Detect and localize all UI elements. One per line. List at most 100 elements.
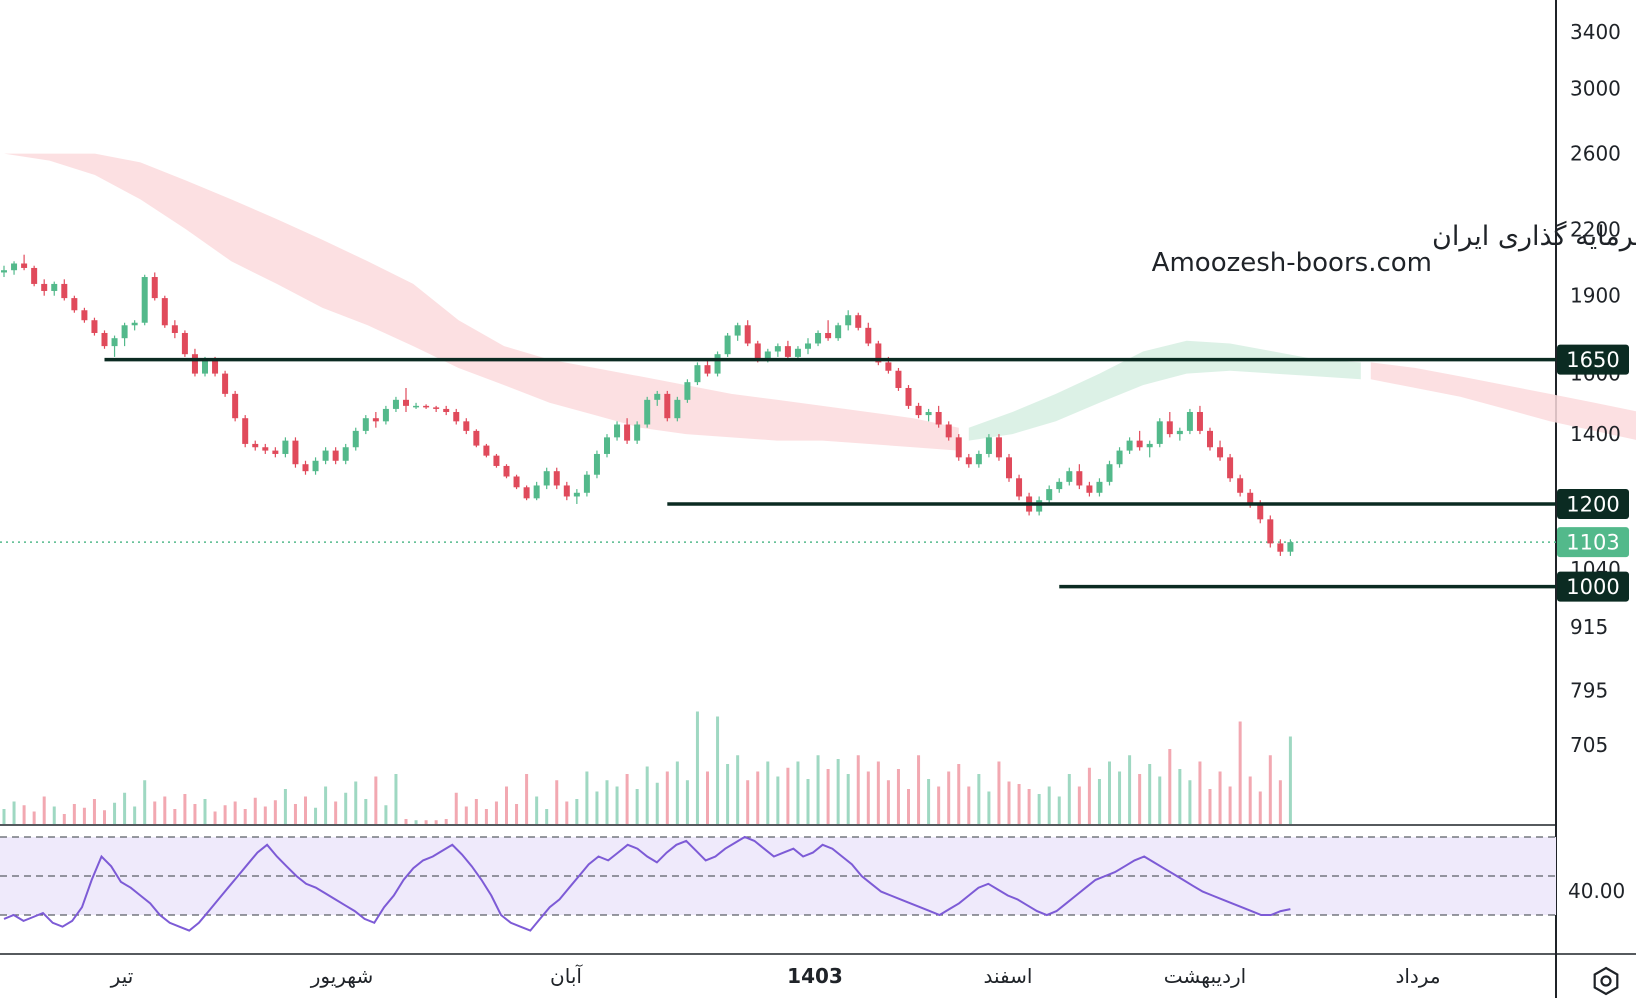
candle-body bbox=[975, 453, 982, 465]
volume-bar bbox=[183, 794, 187, 824]
candle-body bbox=[292, 440, 299, 465]
candle-body bbox=[704, 365, 711, 374]
volume-bar bbox=[927, 779, 931, 824]
volume-bar bbox=[193, 804, 197, 824]
volume-bar bbox=[1168, 749, 1172, 824]
candle-body bbox=[181, 332, 188, 355]
volume-bar bbox=[1138, 774, 1142, 824]
volume-bar bbox=[1128, 755, 1132, 824]
volume-bar bbox=[133, 806, 137, 824]
candle-body bbox=[352, 430, 359, 448]
candle bbox=[664, 390, 671, 422]
candle bbox=[1116, 447, 1123, 468]
candle-body bbox=[403, 399, 409, 406]
volume-bar bbox=[82, 807, 86, 824]
candle-body bbox=[1287, 542, 1294, 552]
volume-bar bbox=[1148, 764, 1152, 824]
candle-body bbox=[684, 382, 691, 400]
candle-body bbox=[21, 263, 28, 268]
candle-body bbox=[242, 418, 249, 444]
level-badge-text-1200: 1200 bbox=[1566, 492, 1619, 516]
volume-bar bbox=[967, 786, 971, 824]
candle bbox=[31, 265, 38, 287]
candle-body bbox=[222, 373, 229, 394]
candle bbox=[905, 385, 912, 409]
volume-bar bbox=[1188, 780, 1192, 824]
candle-body bbox=[463, 421, 470, 431]
candle-body bbox=[202, 359, 208, 374]
candle-body bbox=[382, 408, 389, 422]
candle bbox=[644, 396, 651, 428]
cloud-segment-1 bbox=[968, 340, 1361, 441]
candle-body bbox=[885, 362, 892, 371]
candle bbox=[1086, 481, 1093, 497]
volume-bar bbox=[42, 796, 46, 824]
candle-body bbox=[593, 453, 600, 475]
candle bbox=[312, 457, 319, 475]
volume-bar bbox=[1007, 781, 1011, 824]
volume-bar bbox=[766, 761, 770, 824]
price-axis-ticks[interactable]: 3400300026002200190016001400120010409157… bbox=[1570, 20, 1621, 757]
candle-body bbox=[1116, 450, 1123, 465]
volume-bar bbox=[1278, 780, 1282, 824]
candle-body bbox=[342, 447, 349, 461]
candle-body bbox=[101, 332, 108, 347]
candle bbox=[724, 332, 731, 357]
candle-body bbox=[1146, 443, 1153, 448]
volume-bar bbox=[304, 796, 307, 824]
candle bbox=[1096, 478, 1103, 497]
candle-body bbox=[372, 418, 379, 422]
volume-bar bbox=[324, 786, 328, 824]
volume-bar bbox=[655, 782, 659, 824]
volume-bar bbox=[886, 780, 890, 824]
candle-body bbox=[151, 277, 158, 299]
candle-body bbox=[61, 283, 68, 299]
candle-body bbox=[453, 411, 460, 422]
volume-bar bbox=[736, 755, 740, 824]
candle-body bbox=[875, 343, 882, 363]
candle bbox=[171, 320, 178, 339]
volume-bar bbox=[153, 801, 157, 824]
candle bbox=[292, 437, 299, 468]
volume-bar bbox=[756, 771, 760, 824]
cloud-segment-2 bbox=[1370, 362, 1636, 440]
volume-bar bbox=[1108, 761, 1111, 824]
candle-body bbox=[1066, 471, 1073, 482]
volume-bar bbox=[625, 774, 629, 824]
volume-bar bbox=[907, 789, 910, 824]
candle-body bbox=[533, 485, 540, 499]
time-axis-labels[interactable]: تیر شهریور آبان 1403 اسفند اردیبهشت مرداد bbox=[110, 963, 1441, 988]
volume-bar bbox=[1178, 769, 1182, 824]
volume-bar bbox=[173, 809, 177, 824]
candle-body bbox=[855, 315, 862, 328]
candle-body bbox=[513, 476, 520, 488]
volume-bars bbox=[2, 711, 1292, 824]
candle bbox=[463, 418, 470, 435]
candle bbox=[91, 317, 98, 336]
volume-bar bbox=[695, 711, 699, 824]
candle bbox=[955, 434, 962, 461]
candle bbox=[1, 265, 7, 278]
candle bbox=[915, 402, 922, 419]
candle-body bbox=[624, 424, 631, 441]
candle-body bbox=[925, 411, 932, 416]
volume-bar bbox=[1198, 761, 1202, 824]
candle bbox=[41, 279, 48, 296]
candle-body bbox=[573, 492, 580, 497]
volume-bar bbox=[866, 771, 870, 824]
candle bbox=[413, 402, 420, 409]
candle bbox=[483, 443, 490, 458]
candle-body bbox=[905, 387, 912, 406]
hexagon-settings-icon[interactable] bbox=[1593, 966, 1619, 996]
volume-bar bbox=[384, 805, 388, 824]
price-tick-label: 1900 bbox=[1570, 284, 1621, 308]
volume-bar bbox=[143, 780, 147, 824]
candle bbox=[925, 408, 932, 422]
candle bbox=[945, 421, 952, 441]
volume-bar bbox=[243, 809, 247, 824]
candle-body bbox=[362, 418, 369, 431]
candle bbox=[392, 396, 399, 412]
candle-body bbox=[302, 464, 309, 472]
ichimoku-cloud bbox=[4, 153, 1636, 451]
candle bbox=[111, 335, 118, 357]
